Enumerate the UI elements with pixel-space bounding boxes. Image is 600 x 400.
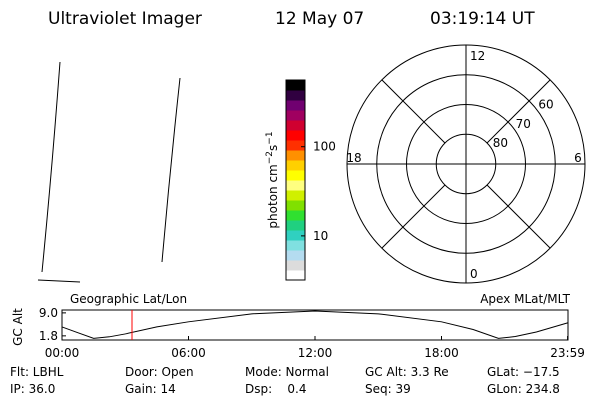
colorbar-frame (285, 79, 306, 281)
x-tick-label: 18:00 (424, 346, 459, 360)
colorbar-segment (286, 170, 305, 181)
y-axis-label: GC Alt (11, 308, 25, 346)
colorbar-segment (286, 130, 305, 141)
colorbar-segment (286, 180, 305, 191)
colorbar-segment (286, 90, 305, 101)
colorbar-label-part: s (266, 145, 280, 151)
left-label: Geographic Lat/Lon (70, 292, 187, 306)
lat-label: 80 (493, 136, 508, 150)
x-tick-label: 12:00 (298, 346, 333, 360)
polar-diagonal (381, 184, 446, 249)
mlt-label: 12 (470, 49, 485, 63)
x-tick-label: 23:59 (550, 346, 585, 360)
polar-diagonal (381, 79, 446, 144)
info-field: Gain: 14 (125, 382, 176, 396)
x-tick-label: 00:00 (45, 346, 80, 360)
time: 03:19:14 UT (430, 9, 535, 29)
colorbar-segment (286, 140, 305, 151)
colorbar-segment (286, 250, 305, 261)
info-field: Dsp: 0.4 (245, 382, 307, 396)
colorbar-segment (286, 210, 305, 221)
y-tick-label: 1.8 (39, 329, 58, 343)
info-field: Door: Open (125, 365, 194, 379)
colorbar-segment (286, 110, 305, 121)
info-field: GLat: −17.5 (487, 365, 560, 379)
colorbar-segment (286, 270, 305, 281)
colorbar-segment (286, 230, 305, 241)
colorbar-label-part: −1 (265, 131, 275, 144)
colorbar-segment (286, 80, 305, 91)
x-tick-label: 06:00 (171, 346, 206, 360)
colorbar-segment (286, 160, 305, 171)
colorbar-segment (286, 150, 305, 161)
colorbar-segment (286, 240, 305, 251)
colorbar-label: photon cm−2s−1 (265, 131, 280, 228)
plot-frame (61, 309, 569, 341)
date: 12 May 07 (275, 9, 364, 29)
title: Ultraviolet Imager (48, 9, 202, 29)
polar-diagonal (486, 184, 551, 249)
colorbar-tick-label: 10 (313, 229, 328, 243)
colorbar-label-part: −2 (265, 151, 275, 164)
info-field: IP: 36.0 (10, 382, 55, 396)
right-label: Apex MLat/MLT (480, 292, 570, 306)
image-edge (37, 279, 81, 283)
mlt-label: 6 (574, 151, 582, 165)
y-tick-label: 9.0 (39, 306, 58, 320)
mlt-label: 0 (470, 267, 478, 281)
colorbar-segment (286, 190, 305, 201)
info-field: Mode: Normal (245, 365, 329, 379)
colorbar-segment (286, 260, 305, 271)
colorbar-segment (286, 100, 305, 111)
colorbar-tick-label: 100 (313, 140, 336, 154)
lat-label: 70 (516, 117, 531, 131)
altitude-line (61, 310, 569, 339)
polar-diagonal (486, 79, 551, 144)
mlt-label: 18 (346, 151, 361, 165)
colorbar-label-part: photon cm (266, 164, 280, 228)
image-edge (41, 61, 61, 273)
colorbar-segment (286, 120, 305, 131)
info-field: GC Alt: 3.3 Re (365, 365, 449, 379)
info-field: Flt: LBHL (10, 365, 64, 379)
lat-label: 60 (538, 98, 553, 112)
info-field: Seq: 39 (365, 382, 411, 396)
colorbar-segment (286, 200, 305, 211)
image-edge (161, 77, 181, 263)
info-field: GLon: 234.8 (487, 382, 560, 396)
colorbar-segment (286, 220, 305, 231)
